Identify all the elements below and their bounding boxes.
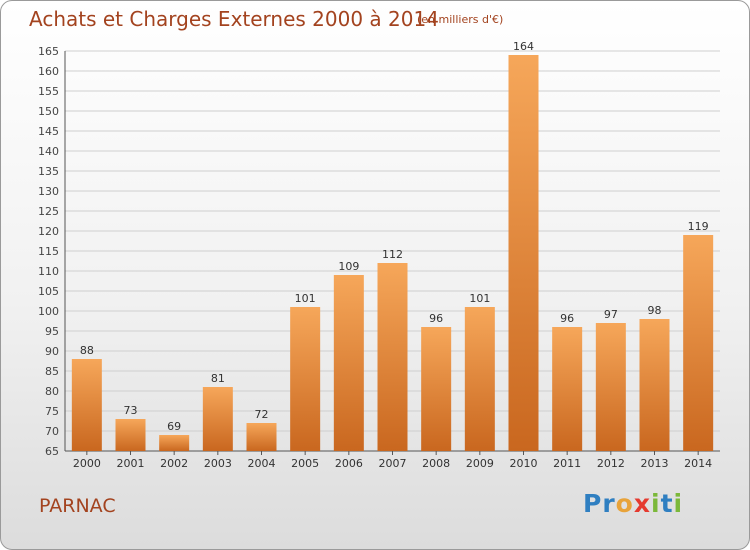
bar-2001 [115,419,146,451]
bar-2012 [595,323,626,451]
y-tick-label: 125 [38,205,59,218]
y-tick-label: 160 [38,65,59,78]
x-tick-label-2012: 2012 [597,457,625,470]
data-label-2002: 69 [167,420,181,433]
bar-2003 [202,387,233,451]
x-tick-label-2006: 2006 [335,457,363,470]
data-label-2012: 97 [604,308,618,321]
x-tick-label-2007: 2007 [379,457,407,470]
logo-letter: P [583,489,603,518]
y-tick-label: 110 [38,265,59,278]
bar-2009 [464,307,495,451]
bar-2008 [421,327,452,451]
y-tick-label: 115 [38,245,59,258]
x-tick-label-2008: 2008 [422,457,450,470]
y-tick-label: 95 [45,325,59,338]
bar-2005 [290,307,321,451]
y-tick-label: 120 [38,225,59,238]
data-label-2009: 101 [469,292,490,305]
bars [71,55,714,451]
y-tick-label: 85 [45,365,59,378]
logo-letter: t [660,489,674,518]
axes: 65 70 75 80 85 90 95 100 105 110 115 120 125 130 135 14… [38,45,720,470]
logo-letter: i [651,489,661,518]
y-tick-label: 80 [45,385,59,398]
data-label-2005: 101 [295,292,316,305]
y-tick-label: 135 [38,165,59,178]
data-label-2008: 96 [429,312,443,325]
x-tick-label-2014: 2014 [684,457,712,470]
data-label-2011: 96 [560,312,574,325]
x-tick-label-2011: 2011 [553,457,581,470]
y-tick-label: 140 [38,145,59,158]
data-label-2000: 88 [80,344,94,357]
y-tick-label: 70 [45,425,59,438]
bar-2007 [377,263,408,451]
chart-title: Achats et Charges Externes 2000 à 2014 [29,7,439,31]
logo-letter: o [615,489,634,518]
data-label-2010: 164 [513,40,534,53]
data-label-2013: 98 [648,304,662,317]
data-label-2001: 73 [124,404,138,417]
data-label-2004: 72 [255,408,269,421]
proxiti-logo[interactable]: Proxiti [583,489,683,518]
bar-2000 [71,359,102,451]
logo-letter: i [673,489,684,518]
y-tick-label: 155 [38,85,59,98]
bar-2013 [639,319,670,451]
commune-name: PARNAC [39,495,116,517]
y-tick-label: 90 [45,345,59,358]
data-label-2003: 81 [211,372,225,385]
data-label-2006: 109 [338,260,359,273]
bar-2011 [552,327,583,451]
x-tick-label-2003: 2003 [204,457,232,470]
x-tick-label-2004: 2004 [248,457,276,470]
bar-2004 [246,423,277,451]
y-tick-label: 130 [38,185,59,198]
bar-2006 [333,275,364,451]
y-tick-label: 150 [38,105,59,118]
y-tick-label: 75 [45,405,59,418]
data-labels: 88 73 69 81 72 101 109 112 96 101 164 96 97 98 119 [80,40,709,433]
x-tick-label-2001: 2001 [117,457,145,470]
x-tick-label-2005: 2005 [291,457,319,470]
y-tick-label: 100 [38,305,59,318]
bar-2014 [683,235,714,451]
data-label-2014: 119 [688,220,709,233]
y-tick-label: 165 [38,45,59,58]
chart-subtitle: (en milliers d'€) [417,13,504,26]
x-tick-label-2000: 2000 [73,457,101,470]
y-tick-label: 145 [38,125,59,138]
data-label-2007: 112 [382,248,403,261]
x-tick-label-2010: 2010 [510,457,538,470]
y-tick-label: 65 [45,445,59,458]
logo-letter: x [633,489,651,518]
x-tick-label-2009: 2009 [466,457,494,470]
x-tick-label-2002: 2002 [160,457,188,470]
logo-letter: r [602,489,616,518]
bar-2002 [159,435,190,451]
bar-2010 [508,55,539,451]
y-tick-label: 105 [38,285,59,298]
x-tick-label-2013: 2013 [641,457,669,470]
